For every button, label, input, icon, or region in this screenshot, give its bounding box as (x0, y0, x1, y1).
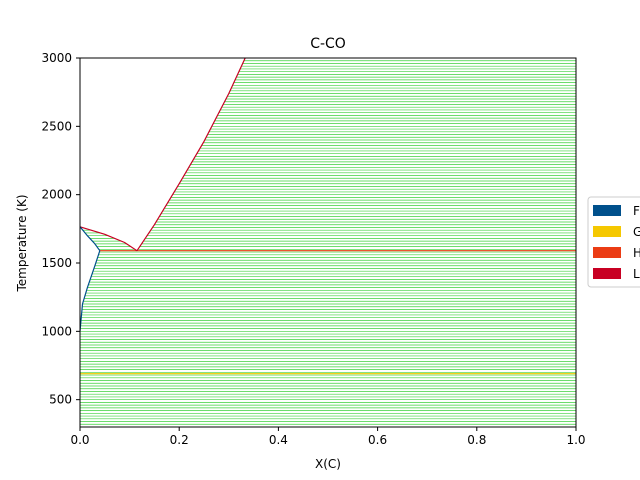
y-axis-label: Temperature (K) (15, 194, 29, 292)
x-axis-ticks: 0.0 0.2 0.4 0.6 0.8 1.0 (70, 427, 586, 447)
phase-boundary-F_solvus (79, 250, 101, 332)
x-tick-label: 0.0 (70, 433, 89, 447)
y-tick-label: 1000 (41, 324, 72, 338)
phase-boundaries (79, 57, 576, 375)
x-axis-label: X(C) (315, 457, 341, 471)
legend-swatch (593, 268, 621, 279)
x-tick-label: 1.0 (566, 433, 585, 447)
x-tick-label: 0.4 (269, 433, 288, 447)
phase-boundary-F_upper (79, 226, 101, 252)
legend-frame (587, 196, 640, 288)
y-tick-label: 3000 (41, 51, 72, 65)
y-tick-label: 500 (49, 393, 72, 407)
x-tick-label: 0.6 (368, 433, 387, 447)
legend-swatch (593, 247, 621, 258)
legend-label: G (633, 225, 640, 239)
x-tick-label: 0.2 (170, 433, 189, 447)
y-tick-label: 2000 (41, 188, 72, 202)
legend-swatch (593, 205, 621, 216)
legend-label: H (633, 246, 640, 260)
phase-boundary-liquidus (136, 57, 246, 252)
y-tick-label: 2500 (41, 119, 72, 133)
chart-title: C-CO (310, 36, 346, 52)
x-tick-label: 0.8 (467, 433, 486, 447)
legend-swatch (593, 226, 621, 237)
legend-label: L (633, 267, 640, 281)
tie-lines (80, 57, 576, 428)
axes-frame (79, 57, 577, 428)
phase-boundary-upper_liquid (79, 226, 138, 252)
legend-label: F (633, 204, 640, 218)
y-axis-ticks: 500 1000 1500 2000 2500 3000 (41, 51, 80, 407)
y-tick-label: 1500 (41, 256, 72, 270)
